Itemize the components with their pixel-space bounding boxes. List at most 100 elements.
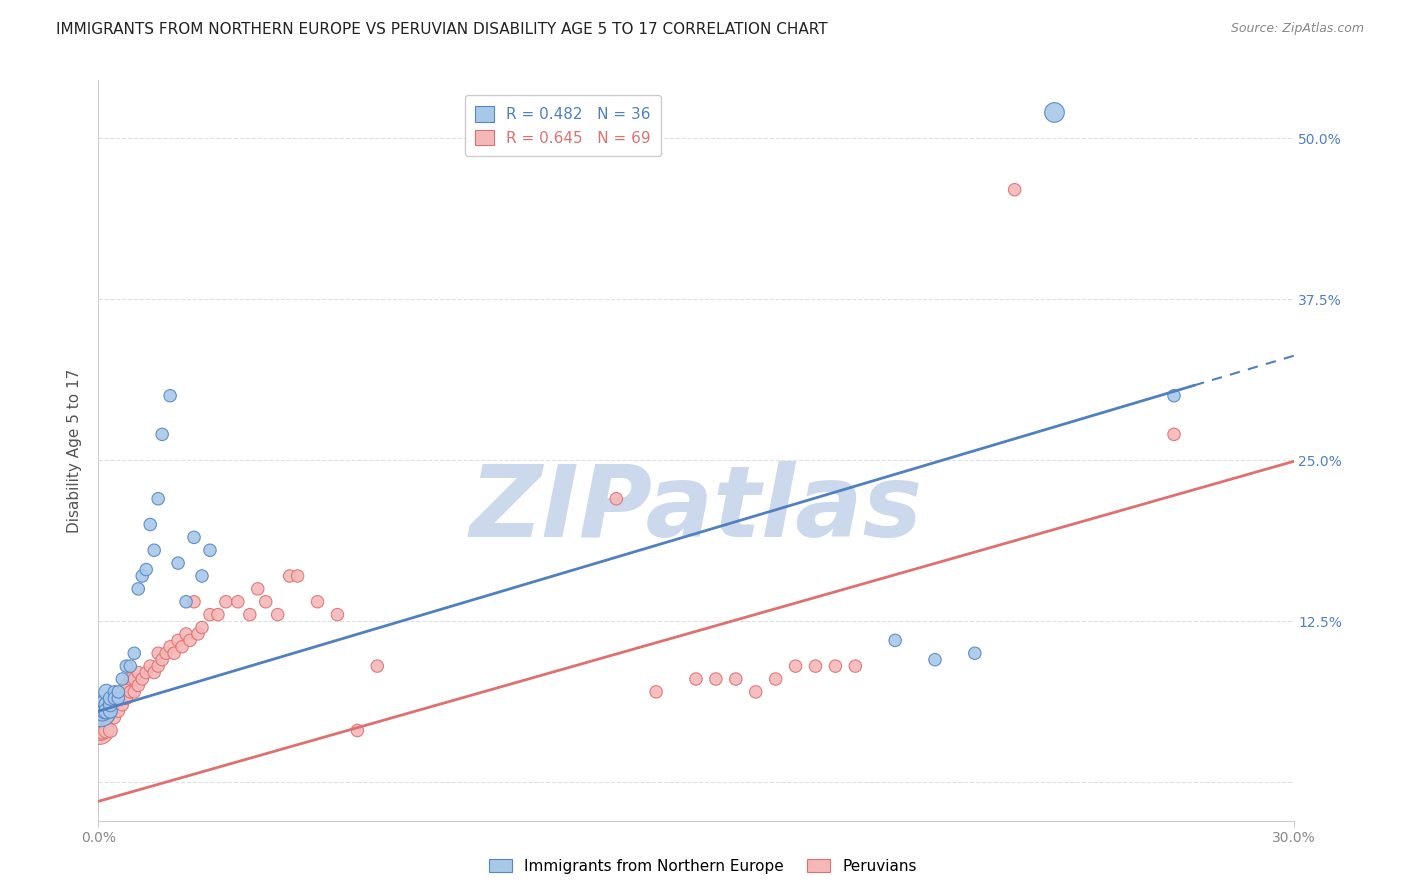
Point — [103, 691, 125, 706]
Point — [111, 698, 134, 712]
Point — [150, 427, 173, 442]
Point — [115, 659, 138, 673]
Point — [226, 595, 249, 609]
Point — [115, 678, 138, 692]
Point — [884, 633, 907, 648]
Point — [183, 530, 205, 544]
Point — [172, 640, 194, 654]
Point — [346, 723, 368, 738]
Point — [148, 659, 170, 673]
Point — [89, 723, 111, 738]
Point — [98, 704, 122, 718]
Point — [685, 672, 707, 686]
Point — [127, 665, 149, 680]
Point — [804, 659, 827, 673]
Point — [167, 556, 190, 570]
Point — [98, 691, 122, 706]
Point — [103, 685, 125, 699]
Point — [745, 685, 768, 699]
Point — [645, 685, 668, 699]
Legend: R = 0.482   N = 36, R = 0.645   N = 69: R = 0.482 N = 36, R = 0.645 N = 69 — [464, 95, 661, 156]
Point — [1004, 183, 1026, 197]
Point — [167, 633, 190, 648]
Point — [120, 685, 142, 699]
Point — [96, 704, 118, 718]
Point — [307, 595, 329, 609]
Text: IMMIGRANTS FROM NORTHERN EUROPE VS PERUVIAN DISABILITY AGE 5 TO 17 CORRELATION C: IMMIGRANTS FROM NORTHERN EUROPE VS PERUV… — [56, 22, 828, 37]
Point — [207, 607, 229, 622]
Point — [724, 672, 747, 686]
Point — [91, 723, 114, 738]
Point — [924, 653, 946, 667]
Point — [127, 582, 149, 596]
Point — [366, 659, 388, 673]
Y-axis label: Disability Age 5 to 17: Disability Age 5 to 17 — [67, 368, 83, 533]
Point — [174, 627, 197, 641]
Point — [1043, 105, 1066, 120]
Point — [98, 698, 122, 712]
Point — [143, 665, 166, 680]
Legend: Immigrants from Northern Europe, Peruvians: Immigrants from Northern Europe, Peruvia… — [484, 853, 922, 880]
Point — [135, 563, 157, 577]
Point — [91, 711, 114, 725]
Point — [124, 672, 146, 686]
Point — [287, 569, 309, 583]
Point — [143, 543, 166, 558]
Point — [785, 659, 807, 673]
Point — [278, 569, 301, 583]
Point — [139, 659, 162, 673]
Point — [1163, 427, 1185, 442]
Point — [96, 723, 118, 738]
Point — [150, 653, 173, 667]
Point — [91, 704, 114, 718]
Point — [148, 646, 170, 660]
Point — [120, 672, 142, 686]
Point — [159, 389, 181, 403]
Point — [120, 659, 142, 673]
Point — [198, 543, 221, 558]
Point — [96, 711, 118, 725]
Point — [107, 704, 129, 718]
Text: Source: ZipAtlas.com: Source: ZipAtlas.com — [1230, 22, 1364, 36]
Point — [91, 698, 114, 712]
Text: ZIPatlas: ZIPatlas — [470, 461, 922, 558]
Point — [96, 685, 118, 699]
Point — [183, 595, 205, 609]
Point — [824, 659, 846, 673]
Point — [254, 595, 277, 609]
Point — [98, 723, 122, 738]
Point — [131, 672, 153, 686]
Point — [98, 704, 122, 718]
Point — [605, 491, 627, 506]
Point — [191, 620, 214, 634]
Point — [246, 582, 269, 596]
Point — [98, 698, 122, 712]
Point — [174, 595, 197, 609]
Point — [155, 646, 177, 660]
Point — [239, 607, 262, 622]
Point — [103, 691, 125, 706]
Point — [844, 659, 866, 673]
Point — [215, 595, 238, 609]
Point — [765, 672, 787, 686]
Point — [89, 704, 111, 718]
Point — [96, 698, 118, 712]
Point — [163, 646, 186, 660]
Point — [704, 672, 727, 686]
Point — [198, 607, 221, 622]
Point — [267, 607, 290, 622]
Point — [103, 711, 125, 725]
Point — [139, 517, 162, 532]
Point — [131, 569, 153, 583]
Point — [159, 640, 181, 654]
Point — [124, 685, 146, 699]
Point — [179, 633, 201, 648]
Point — [107, 691, 129, 706]
Point — [107, 691, 129, 706]
Point — [93, 711, 115, 725]
Point — [148, 491, 170, 506]
Point — [111, 685, 134, 699]
Point — [191, 569, 214, 583]
Point — [96, 698, 118, 712]
Point — [89, 723, 111, 738]
